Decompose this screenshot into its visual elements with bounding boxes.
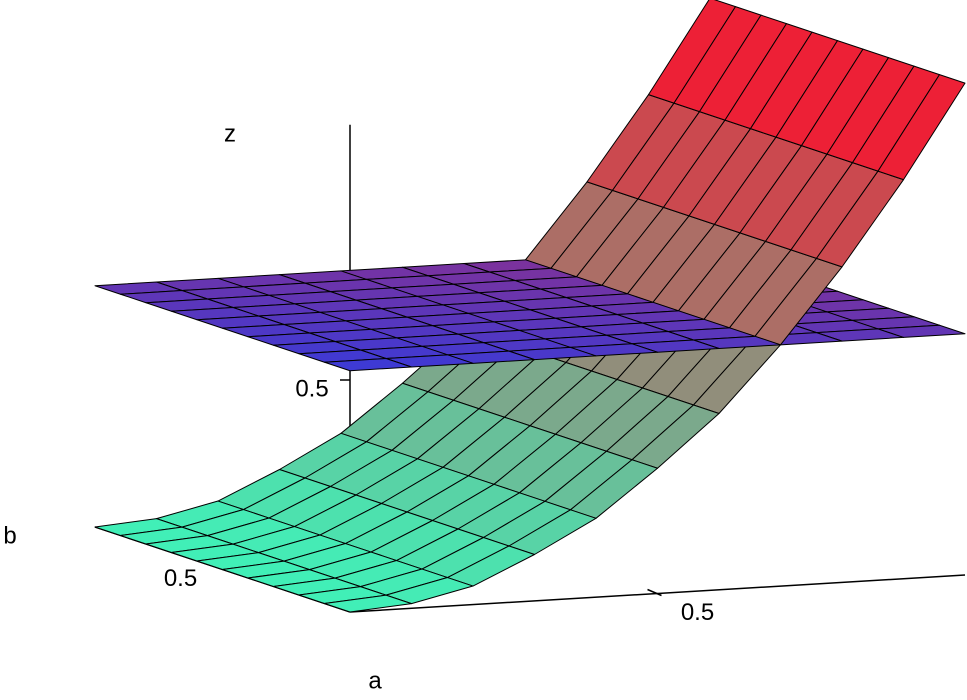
surface-quad: [324, 358, 412, 372]
x-tick-label: 0.5: [681, 599, 714, 626]
x-axis-label: a: [368, 667, 382, 694]
z-axis-label: z: [224, 120, 236, 147]
y-tick-label: 0.5: [164, 565, 197, 592]
surface-quad: [324, 594, 412, 613]
y-axis-label: b: [3, 522, 16, 549]
x-tick: [647, 588, 662, 597]
surface-quad: [877, 74, 966, 181]
z-tick-label: 0.5: [295, 375, 328, 402]
